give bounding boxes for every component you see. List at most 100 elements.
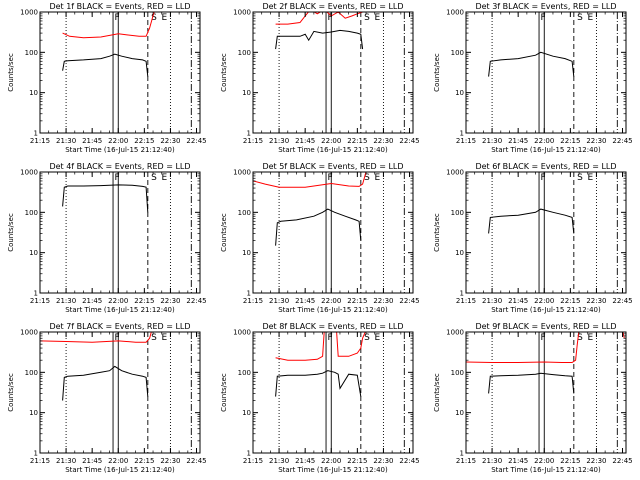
plot-frame (39, 331, 201, 454)
x-tick-label: 22:00 (108, 297, 128, 305)
time-marker-s: S (577, 333, 583, 343)
x-tick-label: 22:30 (160, 457, 180, 465)
x-tick-label: 22:15 (347, 297, 367, 305)
x-axis-label: Start Time (16-Jul-15 21:12:40) (491, 306, 601, 314)
plot-frame (39, 171, 201, 294)
x-tick-label: 21:30 (269, 137, 289, 145)
lld-series-line (40, 332, 153, 343)
y-tick-label: 10 (455, 89, 464, 97)
x-tick-label: 21:15 (243, 137, 263, 145)
y-axis-label: Counts/sec (7, 373, 15, 412)
events-series-line (488, 51, 575, 77)
x-axis-label: Start Time (16-Jul-15 21:12:40) (65, 466, 175, 474)
x-tick-label: 21:30 (482, 457, 502, 465)
x-tick-label: 22:15 (134, 457, 154, 465)
x-tick-label: 21:30 (56, 297, 76, 305)
x-tick-label: 22:45 (186, 137, 206, 145)
y-tick-label: 10 (455, 409, 464, 417)
y-tick-label: 100 (451, 369, 464, 377)
lld-series-line (253, 172, 367, 188)
detector-panel: Det 2f BLACK = Events, RED = LLD F S E 1 10 10… (220, 2, 420, 154)
y-tick-label: 100 (25, 209, 38, 217)
time-marker-s: S (364, 173, 370, 183)
y-axis-label: Counts/sec (220, 213, 228, 252)
plot-frame (465, 11, 627, 134)
y-axis-label: Counts/sec (7, 213, 15, 252)
panel-title: Det 3f BLACK = Events, RED = LLD (475, 2, 616, 11)
time-marker-e: E (375, 13, 381, 23)
x-tick-label: 22:00 (534, 457, 554, 465)
time-marker-e: E (588, 13, 594, 23)
time-marker-s: S (364, 13, 370, 23)
y-tick-label: 1 (34, 450, 38, 458)
plot-frame (39, 11, 201, 134)
x-tick-label: 22:15 (134, 297, 154, 305)
x-tick-label: 21:15 (30, 457, 50, 465)
plot-frame (252, 171, 414, 294)
y-tick-label: 10 (242, 249, 251, 257)
lld-series-line (275, 332, 366, 361)
x-tick-label: 21:45 (508, 457, 528, 465)
panel-title: Det 8f BLACK = Events, RED = LLD (262, 322, 403, 331)
time-marker-e: E (375, 333, 381, 343)
x-tick-label: 22:00 (108, 137, 128, 145)
y-tick-label: 100 (451, 209, 464, 217)
y-tick-label: 1 (34, 290, 38, 298)
x-tick-label: 21:30 (269, 297, 289, 305)
x-tick-label: 21:45 (508, 137, 528, 145)
time-marker-e: E (588, 333, 594, 343)
time-marker-f: F (541, 173, 546, 183)
x-tick-label: 21:15 (243, 457, 263, 465)
x-tick-label: 21:45 (508, 297, 528, 305)
panel-title: Det 5f BLACK = Events, RED = LLD (262, 162, 403, 171)
x-tick-label: 22:15 (560, 137, 580, 145)
x-tick-label: 21:15 (456, 137, 476, 145)
x-tick-label: 21:45 (295, 137, 315, 145)
x-tick-label: 22:15 (560, 457, 580, 465)
x-tick-label: 22:15 (347, 457, 367, 465)
y-tick-label: 1000 (446, 9, 464, 17)
y-tick-label: 1000 (20, 169, 38, 177)
y-tick-label: 100 (238, 209, 251, 217)
detector-panel: Det 9f BLACK = Events, RED = LLD F S E 1 10 10… (433, 322, 633, 474)
detector-panel: Det 8f BLACK = Events, RED = LLD F S E 1 10 10… (220, 322, 420, 474)
events-series-line (275, 29, 364, 50)
time-marker-f: F (115, 13, 120, 23)
time-marker-s: S (151, 173, 157, 183)
detector-panel: Det 6f BLACK = Events, RED = LLD F S E 1 10 10… (433, 162, 633, 314)
x-tick-label: 22:45 (612, 457, 632, 465)
time-marker-f: F (541, 333, 546, 343)
time-marker-f: F (541, 13, 546, 23)
x-axis-label: Start Time (16-Jul-15 21:12:40) (65, 306, 175, 314)
events-series-line (62, 184, 149, 213)
x-axis-label: Start Time (16-Jul-15 21:12:40) (491, 146, 601, 154)
x-tick-label: 22:45 (399, 137, 419, 145)
x-tick-label: 21:15 (243, 297, 263, 305)
y-axis-label: Counts/sec (433, 373, 441, 412)
y-axis-label: Counts/sec (7, 53, 15, 92)
plot-frame (252, 331, 414, 454)
y-tick-label: 1 (34, 130, 38, 138)
y-tick-label: 10 (29, 249, 38, 257)
x-tick-label: 22:30 (373, 137, 393, 145)
panel-title: Det 2f BLACK = Events, RED = LLD (262, 2, 403, 11)
x-tick-label: 21:45 (82, 457, 102, 465)
x-tick-label: 22:15 (560, 297, 580, 305)
x-tick-label: 22:45 (612, 137, 632, 145)
x-tick-label: 21:30 (269, 457, 289, 465)
x-axis-label: Start Time (16-Jul-15 21:12:40) (278, 146, 388, 154)
x-tick-label: 22:45 (612, 297, 632, 305)
y-tick-label: 1000 (446, 169, 464, 177)
x-axis-label: Start Time (16-Jul-15 21:12:40) (491, 466, 601, 474)
y-tick-label: 1 (460, 130, 464, 138)
events-series-line (488, 372, 575, 394)
x-tick-label: 21:15 (456, 457, 476, 465)
plot-frame (465, 331, 627, 454)
time-marker-s: S (151, 333, 157, 343)
detector-panel: Det 5f BLACK = Events, RED = LLD F S E 1 10 10… (220, 162, 420, 314)
panel-title: Det 4f BLACK = Events, RED = LLD (49, 162, 190, 171)
x-tick-label: 22:30 (586, 457, 606, 465)
y-tick-label: 100 (25, 369, 38, 377)
x-tick-label: 21:30 (482, 297, 502, 305)
x-axis-label: Start Time (16-Jul-15 21:12:40) (65, 146, 175, 154)
